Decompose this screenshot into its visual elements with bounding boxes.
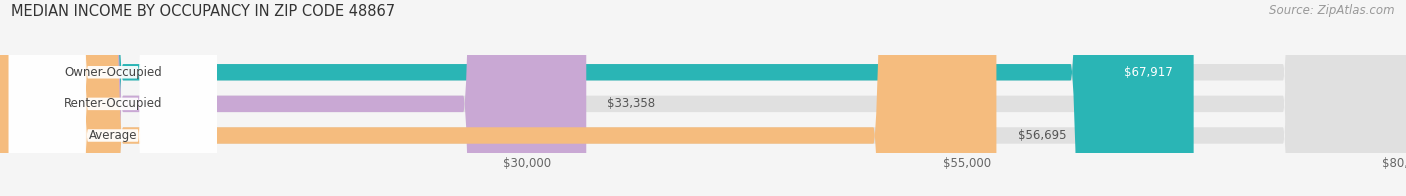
Text: Average: Average xyxy=(89,129,136,142)
FancyBboxPatch shape xyxy=(0,0,997,196)
Text: $33,358: $33,358 xyxy=(607,97,655,110)
FancyBboxPatch shape xyxy=(8,0,217,196)
Text: MEDIAN INCOME BY OCCUPANCY IN ZIP CODE 48867: MEDIAN INCOME BY OCCUPANCY IN ZIP CODE 4… xyxy=(11,4,395,19)
FancyBboxPatch shape xyxy=(8,0,217,196)
Text: $56,695: $56,695 xyxy=(1018,129,1066,142)
FancyBboxPatch shape xyxy=(0,0,1194,196)
FancyBboxPatch shape xyxy=(0,0,586,196)
Text: Renter-Occupied: Renter-Occupied xyxy=(63,97,162,110)
Text: Owner-Occupied: Owner-Occupied xyxy=(63,66,162,79)
Text: Source: ZipAtlas.com: Source: ZipAtlas.com xyxy=(1270,4,1395,17)
FancyBboxPatch shape xyxy=(8,0,217,196)
Text: $67,917: $67,917 xyxy=(1123,66,1173,79)
